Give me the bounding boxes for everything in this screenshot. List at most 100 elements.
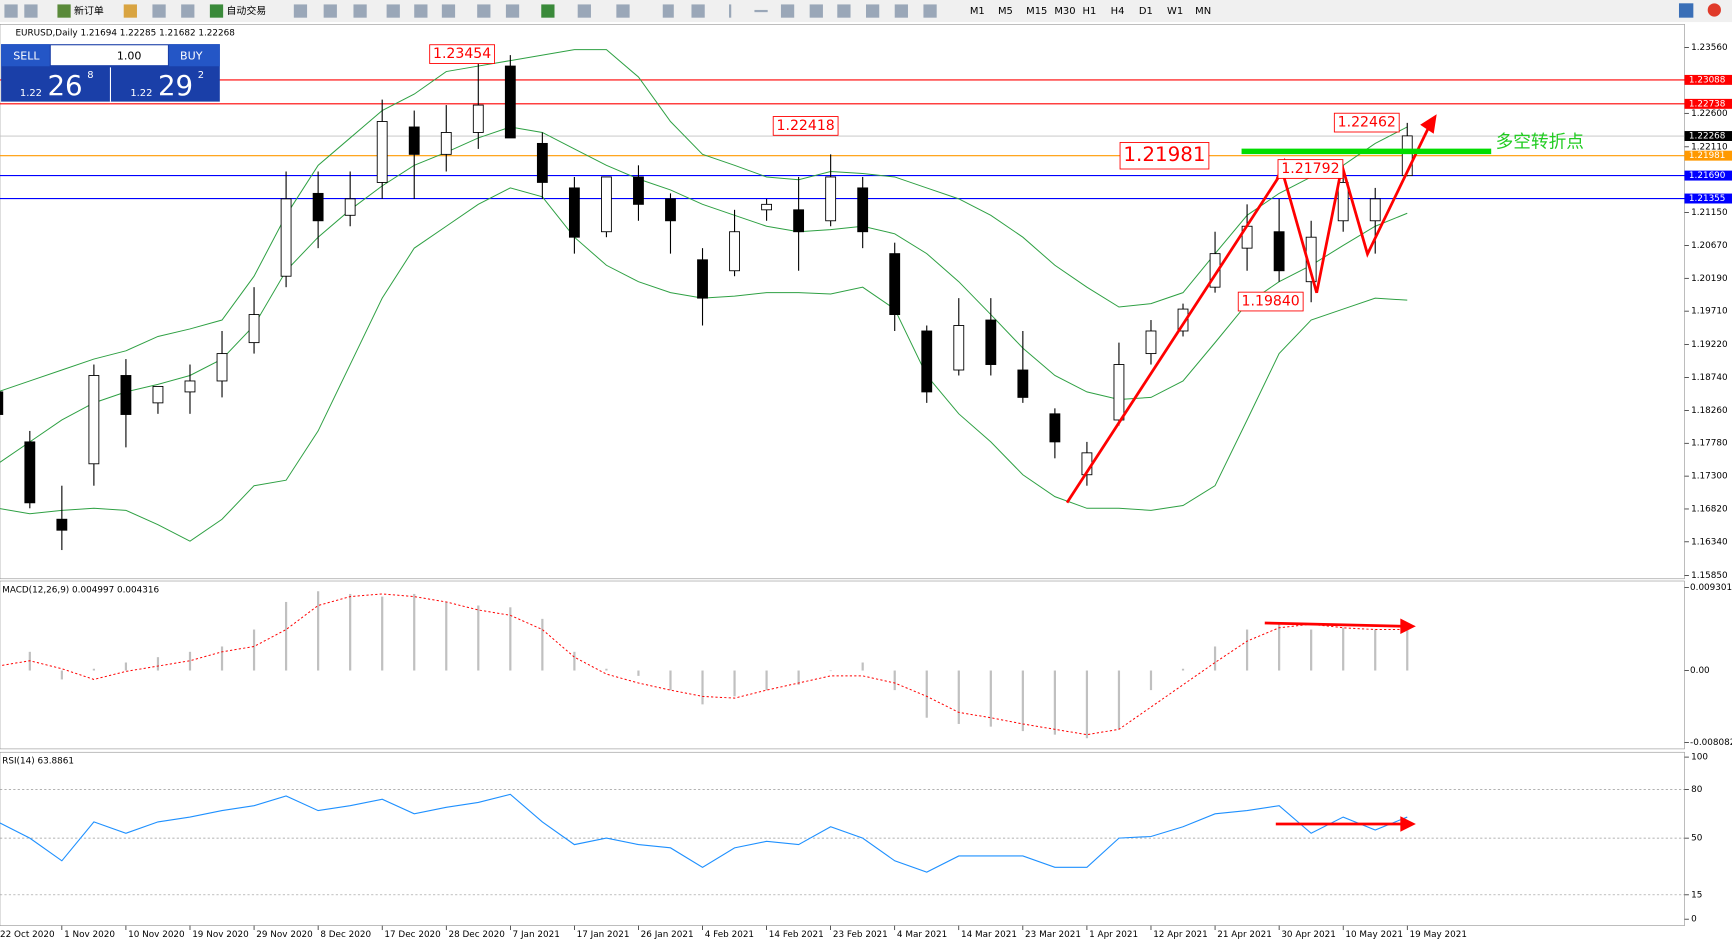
macd-bar — [188, 651, 192, 671]
macd-bar — [989, 670, 992, 727]
candle-body — [889, 253, 901, 315]
icon[interactable] — [662, 4, 674, 18]
icon[interactable] — [505, 4, 520, 18]
icon[interactable] — [414, 4, 428, 18]
buy-label[interactable]: BUY — [180, 49, 203, 62]
macd-signal — [0, 593, 1408, 736]
icon[interactable] — [386, 4, 400, 18]
icon[interactable] — [323, 4, 337, 18]
lots[interactable]: 1.00 — [117, 49, 142, 62]
pivot-label: 多空转折点 — [1496, 131, 1584, 152]
candle-body — [1369, 198, 1381, 222]
rsi-title: RSI(14) 63.8861 — [2, 757, 74, 767]
annotation-box — [1333, 112, 1400, 133]
icon[interactable] — [123, 4, 137, 18]
icon[interactable] — [1678, 3, 1694, 18]
macd-bar — [893, 670, 896, 691]
x-tick-label: 10 Nov 2020 — [128, 930, 185, 940]
y-tick-label: 100 — [1691, 753, 1708, 763]
icon[interactable] — [57, 4, 71, 18]
timeframe-button[interactable]: M1 — [970, 6, 985, 17]
timeframe-button[interactable]: H1 — [1083, 6, 1097, 17]
x-tick-label: 26 Jan 2021 — [641, 930, 694, 940]
icon[interactable] — [780, 4, 795, 18]
icon[interactable] — [441, 4, 456, 18]
candle-body — [184, 380, 196, 393]
icon[interactable] — [754, 9, 768, 13]
timeframe-button[interactable]: D1 — [1139, 6, 1153, 17]
timeframe-button[interactable]: M30 — [1054, 6, 1075, 17]
icon[interactable] — [4, 4, 18, 18]
macd-bar — [637, 670, 640, 676]
macd-bar — [765, 670, 768, 691]
icon[interactable] — [353, 4, 367, 18]
annotation: 1.22462 — [1338, 115, 1396, 131]
x-tick-label: 17 Dec 2020 — [384, 930, 441, 940]
icon[interactable] — [541, 4, 555, 18]
macd-bar — [477, 605, 480, 671]
icon[interactable] — [866, 4, 880, 18]
icon[interactable] — [616, 4, 630, 18]
macd-bar — [1245, 629, 1249, 671]
icon[interactable] — [181, 4, 195, 18]
macd-bar — [1213, 646, 1217, 671]
candle-body — [376, 121, 388, 183]
candle-body — [601, 176, 612, 233]
x-tick-label: 7 Jan 2021 — [513, 930, 560, 940]
icon[interactable] — [577, 4, 591, 18]
timeframe-button[interactable]: W1 — [1167, 6, 1183, 17]
macd-bar — [445, 601, 448, 671]
macd-bar — [605, 668, 608, 671]
icon[interactable] — [152, 4, 166, 18]
y-tick-label: 1.17300 — [1691, 472, 1728, 482]
candle-body — [440, 132, 452, 155]
icon[interactable] — [809, 4, 823, 18]
ask-main: 29 — [158, 69, 193, 102]
level-tag — [1684, 98, 1732, 109]
x-tick-label: 29 Nov 2020 — [256, 930, 313, 940]
bid-main: 26 — [47, 69, 82, 102]
timeframe-button[interactable]: H4 — [1111, 6, 1125, 17]
current-price-tag — [1684, 131, 1732, 141]
annotation: 1.19840 — [1242, 294, 1300, 310]
timeframe-button[interactable]: M15 — [1026, 6, 1047, 17]
ask-big: 1.22 — [130, 88, 152, 99]
candle-body — [825, 176, 837, 222]
y-tick-label: 1.17780 — [1691, 439, 1728, 449]
candle-body — [504, 65, 516, 139]
macd-bar — [220, 646, 224, 671]
x-tick-label: 30 Apr 2021 — [1281, 930, 1336, 940]
icon[interactable] — [209, 4, 224, 18]
icon[interactable] — [293, 4, 308, 18]
candle-body — [793, 209, 805, 233]
icon[interactable] — [691, 4, 705, 18]
buy-button[interactable] — [169, 44, 220, 67]
icon[interactable] — [837, 4, 851, 18]
icon[interactable] — [729, 4, 732, 18]
sell-label[interactable]: SELL — [13, 49, 40, 62]
candle-body — [1401, 135, 1413, 177]
auto-trade-button[interactable]: 自动交易 — [226, 4, 266, 17]
candle-body — [568, 187, 580, 238]
macd-bar — [349, 593, 352, 671]
lots-input[interactable] — [50, 45, 168, 66]
icon[interactable] — [477, 4, 491, 18]
macd-bar — [1342, 627, 1345, 671]
y-tick-label: 1.22110 — [1691, 142, 1728, 152]
annotation-box — [1237, 291, 1304, 312]
sell-button[interactable] — [1, 44, 50, 67]
x-tick-label: 17 Jan 2021 — [577, 930, 630, 940]
level-tag — [1684, 74, 1732, 85]
icon[interactable] — [1707, 3, 1721, 17]
timeframe-button[interactable]: MN — [1195, 6, 1211, 17]
arrowhead — [1420, 114, 1437, 134]
x-tick-label: 14 Feb 2021 — [769, 930, 824, 940]
icon[interactable] — [894, 4, 908, 18]
candle-body — [248, 314, 260, 344]
candle-body — [985, 319, 997, 365]
timeframe-button[interactable]: M5 — [998, 6, 1013, 17]
new-order-button[interactable]: 新订单 — [74, 4, 104, 17]
icon[interactable] — [923, 4, 937, 18]
icon[interactable] — [24, 4, 38, 18]
